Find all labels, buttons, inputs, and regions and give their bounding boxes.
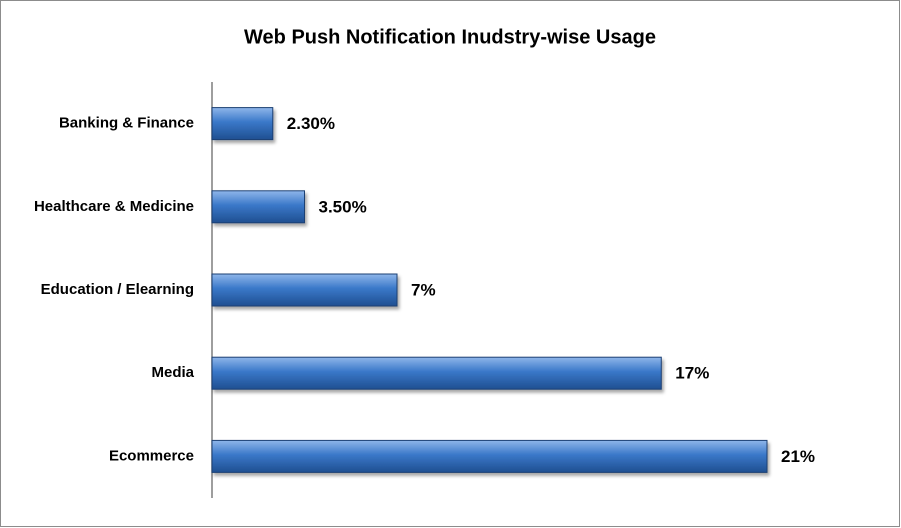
value-label: 3.50% xyxy=(319,197,367,216)
value-label: 17% xyxy=(675,364,709,383)
category-label: Media xyxy=(151,364,194,381)
bar xyxy=(211,107,274,141)
bar xyxy=(211,439,768,473)
category-label: Healthcare & Medicine xyxy=(34,198,194,215)
bar xyxy=(211,190,305,224)
value-label: 21% xyxy=(781,447,815,466)
value-label: 7% xyxy=(411,280,436,299)
bar xyxy=(211,356,662,390)
category-label: Ecommerce xyxy=(109,447,194,464)
chart-title: Web Push Notification Inudstry-wise Usag… xyxy=(244,26,656,48)
bar xyxy=(211,273,398,307)
category-label: Education / Elearning xyxy=(41,281,194,298)
category-label: Banking & Finance xyxy=(59,115,194,132)
value-label: 2.30% xyxy=(287,114,335,133)
